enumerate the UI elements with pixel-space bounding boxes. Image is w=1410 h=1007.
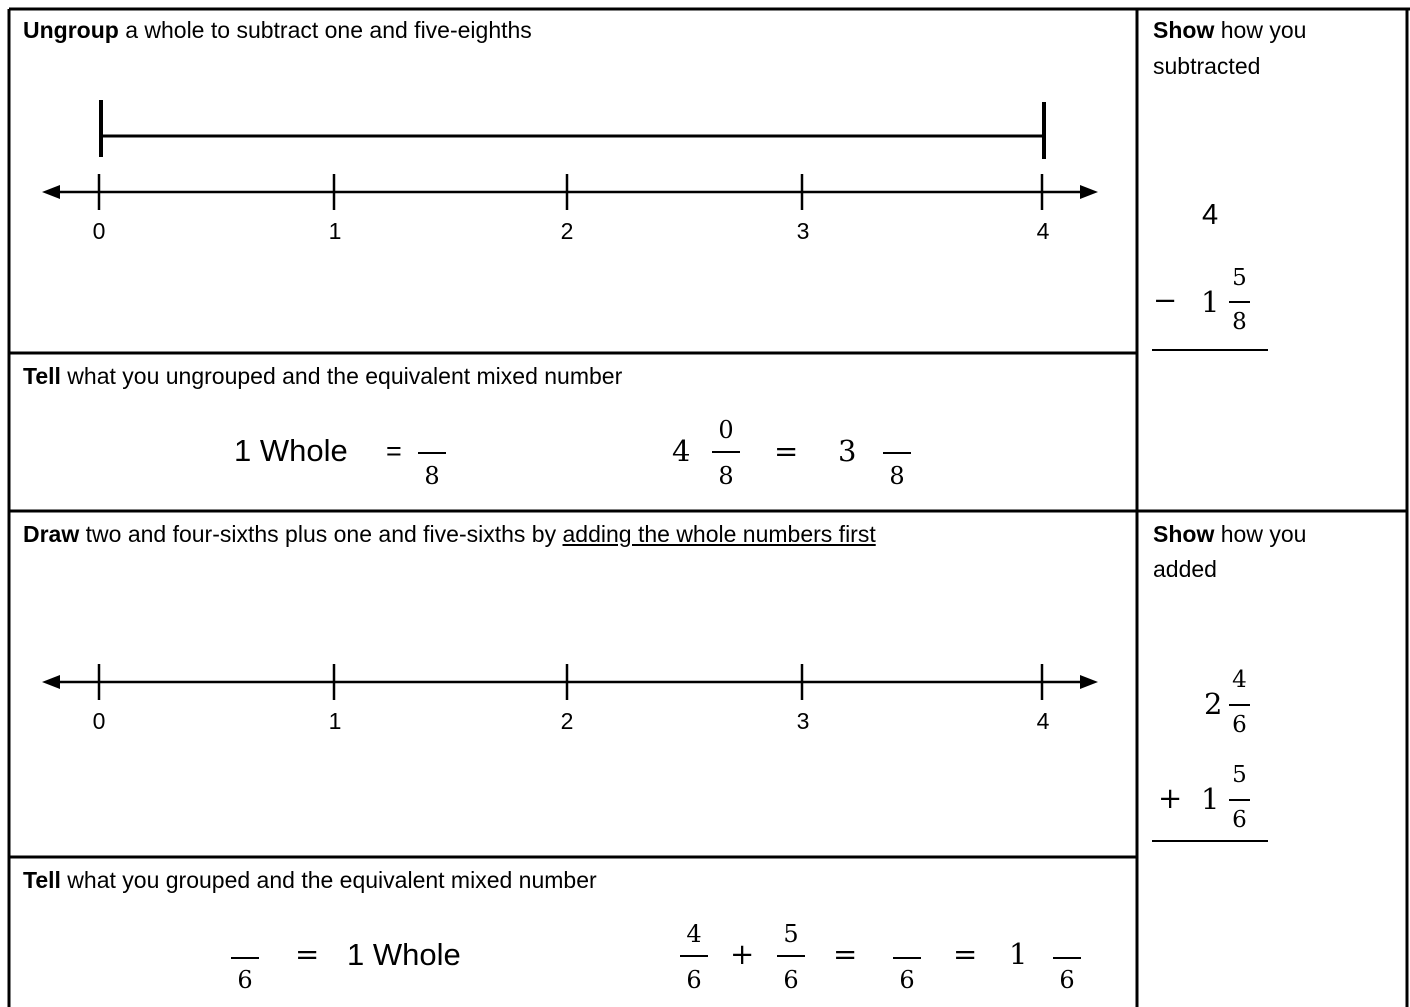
number-line-2 (42, 664, 1098, 700)
sum-b-numerator: 5 (783, 920, 799, 948)
tick-label-0: 0 (92, 218, 106, 244)
show-add-prompt: Show how you (1153, 520, 1306, 548)
grouped-denominator-input[interactable]: 6 (237, 966, 253, 994)
equals-sign-1: = (386, 436, 402, 466)
addend-2-whole: 1 (1201, 782, 1220, 816)
draw-prompt-bold: Draw (23, 521, 80, 547)
tick-label-1-b: 1 (328, 708, 342, 734)
result-denominator-input[interactable]: 8 (889, 462, 905, 490)
tick-label-1: 1 (328, 218, 342, 244)
whole-bracket (99, 100, 1046, 159)
grouped-prompt: Tell what you grouped and the equivalent… (23, 866, 597, 894)
ungrouped-prompt: Tell what you ungrouped and the equivale… (23, 362, 622, 390)
tick-label-3-b: 3 (796, 708, 810, 734)
ungrouped-prompt-bold: Tell (23, 363, 61, 389)
equals-sign-5: = (953, 937, 978, 971)
result-whole: 3 (838, 434, 857, 468)
ungroup-prompt: Ungroup a whole to subtract one and five… (23, 16, 532, 44)
show-subtract-prompt-bold: Show (1153, 17, 1215, 43)
equals-sign-3: = (295, 937, 320, 971)
show-add-prompt-bold: Show (1153, 521, 1215, 547)
grouped-prompt-bold: Tell (23, 867, 61, 893)
plus-operator: + (1158, 781, 1183, 815)
mixed-whole: 4 (672, 434, 691, 468)
tick-label-2: 2 (560, 218, 574, 244)
subtrahend-denominator: 8 (1232, 309, 1247, 335)
tick-label-2-b: 2 (560, 708, 574, 734)
final-whole: 1 (1009, 937, 1028, 971)
sum-b-denominator: 6 (783, 966, 799, 994)
subtrahend-whole: 1 (1201, 285, 1220, 319)
ungroup-prompt-text: a whole to subtract one and five-eighths (118, 17, 532, 43)
ungrouped-prompt-text: what you ungrouped and the equivalent mi… (60, 363, 623, 389)
number-line-1 (42, 174, 1098, 210)
one-whole-label-2: 1 Whole (347, 937, 461, 972)
show-subtract-prompt-line2: subtracted (1153, 53, 1261, 79)
equals-sign-2: = (774, 434, 799, 468)
sum-a-numerator: 4 (686, 920, 702, 948)
grouped-prompt-text: what you grouped and the equivalent mixe… (60, 867, 597, 893)
whole-denominator-input[interactable]: 8 (424, 462, 440, 490)
one-whole-label: 1 Whole (234, 433, 348, 468)
addend-2-denominator: 6 (1232, 807, 1247, 833)
tick-label-4-b: 4 (1036, 708, 1050, 734)
sum-denominator-input[interactable]: 6 (899, 966, 915, 994)
subtrahend-numerator: 5 (1232, 265, 1247, 291)
draw-prompt-text: two and four-sixths plus one and five-si… (79, 521, 563, 547)
mixed-denominator: 8 (718, 462, 734, 490)
mixed-numerator: 0 (718, 416, 734, 444)
show-subtract-prompt-text: how you (1214, 17, 1307, 43)
tick-label-4: 4 (1036, 218, 1050, 244)
tick-label-0-b: 0 (92, 708, 106, 734)
final-denominator-input[interactable]: 6 (1059, 966, 1075, 994)
show-subtract-prompt: Show how you (1153, 16, 1306, 44)
draw-prompt: Draw two and four-sixths plus one and fi… (23, 520, 876, 548)
addend-1-numerator: 4 (1232, 667, 1247, 693)
ungroup-prompt-bold: Ungroup (23, 17, 119, 43)
draw-prompt-underlined: adding the whole numbers first (562, 521, 876, 547)
show-add-prompt-line2: added (1153, 556, 1217, 582)
show-add-prompt-text: how you (1214, 521, 1307, 547)
minus-operator: − (1153, 283, 1178, 317)
equals-sign-4: = (833, 937, 858, 971)
addend-1-denominator: 6 (1232, 712, 1247, 738)
addend-1-whole: 2 (1204, 687, 1223, 721)
addend-2-numerator: 5 (1232, 762, 1247, 788)
tick-label-3: 3 (796, 218, 810, 244)
sum-a-denominator: 6 (686, 966, 702, 994)
plus-sign: + (730, 937, 755, 971)
minuend: 4 (1202, 199, 1219, 231)
